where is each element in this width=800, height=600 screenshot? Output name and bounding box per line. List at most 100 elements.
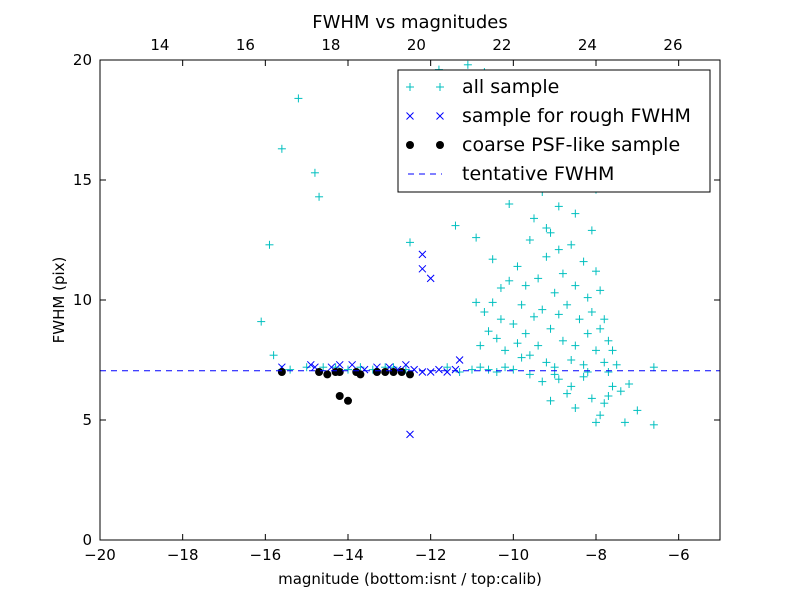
rough-sample-point <box>335 360 344 369</box>
x-b <box>418 368 427 376</box>
top-x-tick-label: 22 <box>492 36 511 54</box>
all-sample-point <box>600 315 609 324</box>
x-b <box>406 112 414 120</box>
x-tick-label: −14 <box>332 546 364 564</box>
all-sample-point <box>451 221 460 230</box>
all-sample-point <box>604 392 613 400</box>
all-sample-point <box>608 382 617 391</box>
all-sample-point <box>567 382 576 391</box>
all-sample-point <box>468 365 476 374</box>
legend-all-sample: all sample <box>462 76 559 98</box>
all-sample-point <box>496 284 505 292</box>
chart-title: FWHM vs magnitudes <box>312 12 507 33</box>
x-tick-label: −6 <box>668 546 690 564</box>
all-sample-point <box>443 363 452 372</box>
x-b <box>327 363 336 372</box>
x-b <box>443 368 452 376</box>
all-sample-point <box>587 308 596 316</box>
all-sample-point <box>525 351 534 360</box>
all-sample-point <box>530 214 538 223</box>
all-sample-point <box>513 339 522 348</box>
all-sample-point <box>649 363 658 372</box>
all-sample-point <box>612 360 621 369</box>
rough-sample-point <box>435 365 443 374</box>
coarse-sample-point <box>389 368 398 376</box>
all-sample-point <box>517 353 526 362</box>
all-sample-point <box>257 317 266 326</box>
series-3 <box>277 368 414 405</box>
all-sample-point <box>546 228 555 237</box>
x-b <box>418 264 427 273</box>
x-axis-label: magnitude (bottom:isnt / top:calib) <box>278 570 542 588</box>
all-sample-point <box>294 94 303 103</box>
all-sample-point <box>587 226 596 235</box>
all-sample-point <box>571 281 580 290</box>
all-sample-point <box>579 372 588 381</box>
data-layer <box>100 60 720 439</box>
legend-x-marker <box>436 112 444 120</box>
legend-dot-marker <box>406 141 414 149</box>
rough-sample-point <box>418 368 427 376</box>
all-sample-point <box>286 365 295 374</box>
y-tick-label: 0 <box>82 531 92 549</box>
all-sample-point <box>616 387 625 396</box>
x-tick-label: −16 <box>250 546 282 564</box>
all-sample-point <box>509 365 518 374</box>
x-b <box>402 360 410 369</box>
legend-x-marker <box>406 112 414 120</box>
all-sample-point <box>550 363 559 372</box>
all-sample-point <box>600 358 609 367</box>
x-b <box>335 360 344 369</box>
legend-markers <box>406 83 444 175</box>
all-sample-point <box>480 308 489 316</box>
coarse-sample-point <box>315 368 324 376</box>
y-tick-label: 10 <box>73 291 92 309</box>
all-sample-point <box>579 257 588 266</box>
legend-plus-marker <box>436 83 444 91</box>
legend: all sample sample for rough FWHM coarse … <box>397 69 711 193</box>
rough-sample-point <box>451 365 460 374</box>
all-sample-point <box>492 368 501 376</box>
all-sample-point <box>525 236 534 244</box>
all-sample-point <box>534 341 543 350</box>
all-sample-point <box>319 363 328 372</box>
coarse-sample-point <box>397 368 406 376</box>
all-sample-point <box>492 334 501 343</box>
x-b <box>348 360 356 369</box>
all-sample-point <box>509 320 518 328</box>
all-sample-point <box>476 341 485 350</box>
all-sample-point <box>315 192 324 201</box>
all-sample-point <box>633 406 642 415</box>
x-b <box>311 363 319 372</box>
all-sample-point <box>563 300 572 309</box>
all-sample-point <box>604 336 613 345</box>
all-sample-point <box>592 346 600 355</box>
series-1 <box>257 60 658 429</box>
all-sample-point <box>600 399 609 408</box>
all-sample-point <box>525 370 534 379</box>
legend-tentative-fwhm: tentative FWHM <box>462 163 614 185</box>
all-sample-point <box>476 363 485 372</box>
top-x-tick-label: 24 <box>578 36 597 54</box>
all-sample-point <box>567 240 576 249</box>
rough-sample-point <box>418 264 427 273</box>
all-sample-point <box>546 324 555 333</box>
all-sample-point <box>277 144 286 153</box>
all-sample-point <box>265 240 274 249</box>
all-sample-point <box>310 168 319 177</box>
all-sample-point <box>649 420 658 429</box>
rough-sample-point <box>406 430 414 439</box>
top-x-tick-label: 20 <box>407 36 426 54</box>
all-sample-point <box>269 351 278 360</box>
legend-coarse-sample: coarse PSF-like sample <box>462 134 680 156</box>
legend-plus-marker <box>406 83 414 91</box>
all-sample-point <box>501 363 510 372</box>
coarse-sample-point <box>406 370 414 379</box>
all-sample-point <box>608 346 617 355</box>
all-sample-point <box>575 315 584 324</box>
all-sample-point <box>517 300 526 309</box>
all-sample-point <box>604 368 613 376</box>
all-sample-point <box>567 356 576 364</box>
all-sample-point <box>571 404 580 412</box>
